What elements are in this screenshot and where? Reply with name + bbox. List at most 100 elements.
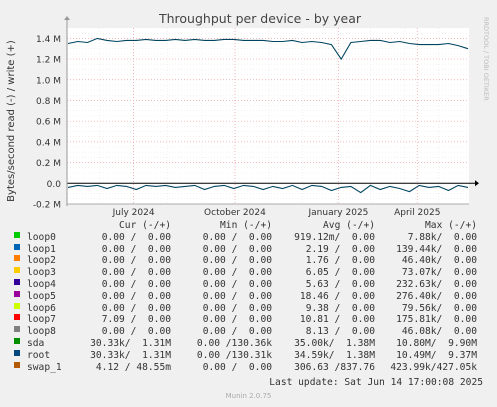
legend-col-cur: Cur (-/+)	[119, 220, 171, 231]
legend-row-loop3: loop3 0.00 / 0.00 0.00 / 0.00 6.05 / 0.00 73…	[0, 267, 497, 279]
legend-min: 0.00 /130.31k	[196, 349, 272, 361]
legend-label: loop3	[27, 267, 56, 279]
legend-swatch	[14, 290, 20, 297]
legend-min: 0.00 / 0.00	[202, 302, 272, 314]
axes	[64, 16, 479, 206]
legend-label: sda	[27, 337, 45, 349]
y-tick-label: 0.8 M	[36, 97, 61, 107]
legend: Cur (-/+) Min (-/+) Avg (-/+) Max (-/+) …	[0, 220, 497, 373]
legend-row-loop6: loop6 0.00 / 0.00 0.00 / 0.00 9.38 / 0.00 79…	[0, 302, 497, 315]
legend-min: 0.00 / 0.00	[202, 314, 272, 326]
y-tick-label: 1.2 M	[36, 56, 61, 66]
legend-swatch	[14, 255, 20, 262]
y-axis-label: Bytes/second read (-) / write (+)	[6, 40, 17, 202]
y-tick-label: 0.0	[47, 180, 62, 190]
legend-swatch	[14, 337, 20, 344]
legend-cur: 0.00 / 0.00	[101, 255, 171, 267]
legend-max: 423.99k/427.05k	[390, 361, 477, 373]
legend-avg: 8.13 / 0.00	[305, 326, 375, 338]
watermark: RRDTOOL / TOBI OETIKER	[482, 17, 490, 101]
legend-max: 79.56k/ 0.00	[401, 302, 477, 314]
legend-swatch	[14, 267, 20, 274]
legend-cur: 30.33k/ 1.31M	[90, 349, 171, 361]
legend-cur: 0.00 / 0.00	[101, 326, 171, 338]
legend-cur: 0.00 / 0.00	[101, 243, 171, 255]
legend-swatch	[14, 349, 20, 356]
axis-ticks: 1.4 M 1.2 M 1.0 M 0.8 M 0.6 M 0.4 M 0.2 M 0.0 -0…	[33, 35, 441, 218]
legend-avg: 306.63 /837.76	[294, 361, 375, 373]
y-tick-label: 0.6 M	[36, 118, 61, 128]
legend-avg: 35.00k/ 1.38M	[294, 337, 375, 349]
chart: Throughput per device - by year Bytes/se…	[6, 11, 490, 218]
legend-label: loop4	[27, 278, 56, 290]
legend-min: 0.00 / 0.00	[202, 255, 272, 267]
legend-swatch	[14, 278, 20, 285]
legend-label: swap_1	[27, 361, 62, 373]
legend-row-loop7: loop7 7.09 / 0.00 0.00 / 0.00 10.81 / 0.00 1…	[0, 314, 497, 326]
legend-max: 73.07k/ 0.00	[401, 267, 477, 279]
legend-label: loop5	[27, 290, 56, 302]
legend-label: loop8	[27, 326, 56, 338]
munin-version: Munin 2.0.75	[225, 392, 272, 400]
x-tick-label: April 2025	[394, 208, 440, 218]
legend-col-min: Min (-/+)	[220, 220, 272, 231]
legend-max: 46.08k/ 0.00	[401, 326, 477, 338]
legend-cur: 0.00 / 0.00	[101, 290, 171, 302]
legend-cur: 0.00 / 0.00	[101, 267, 171, 279]
legend-row-swap_1: swap_1 4.12 / 48.55m 0.00 / 0.00 306.63 /83…	[0, 361, 497, 374]
legend-row-sda: sda 30.33k/ 1.31M 0.00 /130.36k 35.00k/ 1.3…	[0, 337, 497, 350]
legend-avg: 10.81 / 0.00	[299, 314, 375, 326]
legend-label: loop1	[27, 243, 56, 255]
legend-avg: 2.19 / 0.00	[305, 243, 375, 255]
y-axis-arrow	[64, 16, 70, 20]
legend-label: loop7	[27, 314, 56, 326]
legend-row-loop8: loop8 0.00 / 0.00 0.00 / 0.00 8.13 / 0.00 46…	[0, 326, 497, 338]
legend-min: 0.00 /130.36k	[196, 337, 272, 349]
legend-cur: 7.09 / 0.00	[101, 314, 171, 326]
legend-max: 10.80M/ 9.90M	[396, 337, 477, 349]
y-tick-label: 0.4 M	[36, 138, 61, 148]
legend-min: 0.00 / 0.00	[202, 243, 272, 255]
legend-avg: 919.12m/ 0.00	[294, 231, 375, 243]
legend-label: root	[27, 349, 51, 361]
legend-swatch	[14, 231, 20, 238]
legend-label: loop2	[27, 255, 56, 267]
y-tick-label: -0.2 M	[33, 201, 61, 211]
legend-row-loop4: loop4 0.00 / 0.00 0.00 / 0.00 5.63 / 0.00 23…	[0, 278, 497, 291]
legend-avg: 5.63 / 0.00	[305, 278, 375, 290]
legend-col-avg: Avg (-/+)	[323, 220, 375, 231]
legend-cur: 0.00 / 0.00	[101, 231, 171, 243]
x-tick-label: October 2024	[204, 208, 266, 218]
series-root-read	[67, 184, 469, 194]
legend-avg: 18.46 / 0.00	[299, 290, 375, 302]
series-layer	[67, 37, 469, 194]
legend-max: 139.44k/ 0.00	[396, 243, 477, 255]
legend-swatch	[14, 243, 20, 250]
y-tick-label: 0.2 M	[36, 159, 61, 169]
legend-row-loop5: loop5 0.00 / 0.00 0.00 / 0.00 18.46 / 0.00 2…	[0, 290, 497, 303]
legend-max: 10.49M/ 9.37M	[396, 349, 477, 361]
legend-max: 175.81k/ 0.00	[396, 314, 477, 326]
chart-title: Throughput per device - by year	[158, 11, 362, 26]
legend-min: 0.00 / 0.00	[202, 278, 272, 290]
legend-label: loop0	[27, 231, 56, 243]
series-root-write	[67, 37, 469, 61]
legend-min: 0.00 / 0.00	[202, 231, 272, 243]
legend-row-loop1: loop1 0.00 / 0.00 0.00 / 0.00 2.19 / 0.00 13…	[0, 243, 497, 256]
y-tick-label: 1.4 M	[36, 35, 61, 45]
legend-row-root: root 30.33k/ 1.31M 0.00 /130.31k 34.59k/ 1.…	[0, 349, 497, 362]
legend-row-loop2: loop2 0.00 / 0.00 0.00 / 0.00 1.76 / 0.00 46…	[0, 255, 497, 267]
x-axis-arrow	[475, 180, 479, 187]
legend-min: 0.00 / 0.00	[202, 290, 272, 302]
legend-swatch	[14, 361, 20, 368]
legend-min: 0.00 / 0.00	[202, 326, 272, 338]
legend-avg: 34.59k/ 1.38M	[294, 349, 375, 361]
x-tick-label: July 2024	[112, 208, 155, 218]
legend-cur: 0.00 / 0.00	[101, 278, 171, 290]
legend-header: Cur (-/+) Min (-/+) Avg (-/+) Max (-/+)	[0, 220, 497, 232]
legend-max: 46.40k/ 0.00	[401, 255, 477, 267]
legend-avg: 9.38 / 0.00	[305, 302, 375, 314]
legend-avg: 1.76 / 0.00	[305, 255, 375, 267]
legend-cur: 30.33k/ 1.31M	[90, 337, 171, 349]
y-tick-label: 1.0 M	[36, 76, 61, 86]
